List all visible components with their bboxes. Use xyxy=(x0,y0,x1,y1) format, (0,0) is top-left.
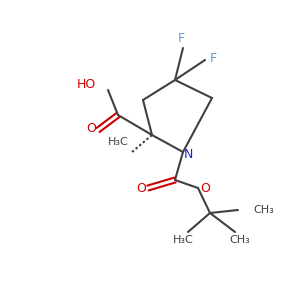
Text: HO: HO xyxy=(77,79,96,92)
Text: CH₃: CH₃ xyxy=(230,235,250,245)
Text: O: O xyxy=(86,122,96,134)
Text: O: O xyxy=(200,182,210,194)
Text: CH₃: CH₃ xyxy=(253,205,274,215)
Text: N: N xyxy=(183,148,193,160)
Text: O: O xyxy=(136,182,146,194)
Text: F: F xyxy=(177,32,184,44)
Text: H₃C: H₃C xyxy=(108,137,129,147)
Text: F: F xyxy=(209,52,217,64)
Text: H₃C: H₃C xyxy=(172,235,194,245)
